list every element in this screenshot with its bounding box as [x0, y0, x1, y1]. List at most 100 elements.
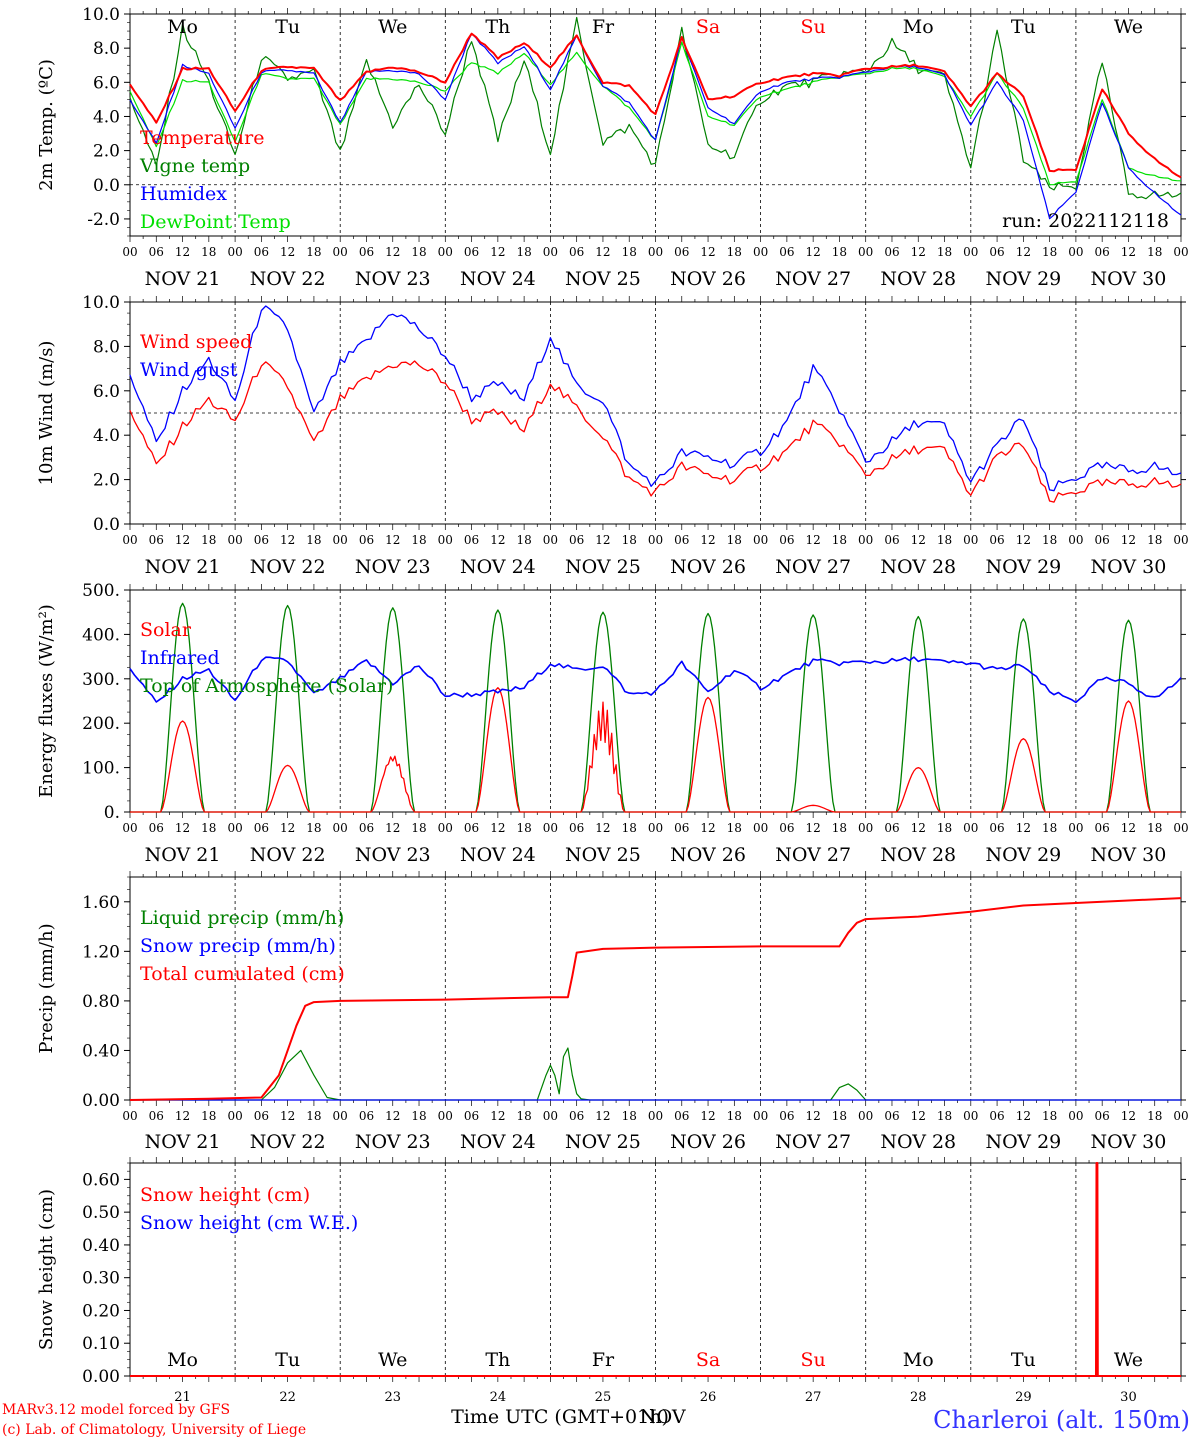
hour-tick-label: 06	[674, 821, 689, 835]
date-label: NOV 30	[1091, 844, 1167, 866]
hour-tick-label: 06	[779, 821, 794, 835]
date-label: NOV 21	[145, 1131, 221, 1153]
legend-entry: Liquid precip (mm/h)	[140, 907, 344, 929]
hour-tick-label: 12	[911, 533, 926, 547]
y-axis-title: Precip (mm/h)	[36, 923, 57, 1053]
date-label: NOV 26	[670, 556, 746, 578]
hour-tick-label: 18	[1147, 1109, 1162, 1123]
y-tick-label: 10.0	[82, 5, 120, 25]
hour-tick-label: 12	[1121, 821, 1136, 835]
hour-tick-label: 06	[674, 1109, 689, 1123]
hour-tick-label: 00	[858, 245, 873, 259]
hour-tick-label: 18	[306, 1109, 321, 1123]
hour-tick-label: 06	[674, 533, 689, 547]
hour-tick-label: 00	[438, 533, 453, 547]
y-tick-label: 0.60	[82, 1170, 120, 1190]
hour-tick-label: 12	[385, 245, 400, 259]
hour-tick-label: 12	[1016, 533, 1031, 547]
date-label: NOV 23	[355, 556, 431, 578]
hour-tick-label: 12	[280, 245, 295, 259]
hour-tick-label: 18	[727, 533, 742, 547]
date-label: NOV 24	[460, 268, 536, 290]
date-label: NOV 27	[775, 844, 851, 866]
hour-tick-label: 18	[1042, 533, 1057, 547]
y-axis-title: 2m Temp. (ºC)	[36, 59, 57, 191]
series-line	[129, 656, 1182, 704]
hour-tick-label: 00	[1173, 245, 1188, 259]
y-tick-label: 6.0	[93, 73, 120, 93]
hour-tick-label: 00	[227, 245, 242, 259]
hour-tick-label: 18	[1147, 533, 1162, 547]
legend-entry: Total cumulated (cm)	[140, 963, 345, 985]
hour-tick-label: 00	[648, 533, 663, 547]
y-tick-label: 6.0	[93, 382, 120, 402]
hour-tick-label: 12	[1121, 1109, 1136, 1123]
legend-entry: Snow height (cm)	[140, 1184, 310, 1206]
day-label: We	[1114, 16, 1143, 38]
day-label: Tu	[275, 1349, 300, 1371]
hour-tick-label: 18	[832, 821, 847, 835]
wind-panel: 0.0 2.0 4.0 6.0 8.0 10.0 10m Wind (m/s) Wind sp…	[36, 293, 1189, 578]
date-label: 26	[700, 1390, 717, 1405]
hour-tick-label: 00	[333, 245, 348, 259]
y-tick-label: 0.30	[82, 1269, 120, 1289]
date-label: NOV 23	[355, 1131, 431, 1153]
hour-tick-label: 18	[727, 245, 742, 259]
date-label: NOV 29	[985, 1131, 1061, 1153]
day-label: Mo	[167, 16, 198, 38]
hour-tick-label: 12	[911, 1109, 926, 1123]
y-axis-title: 10m Wind (m/s)	[36, 341, 57, 486]
series-line	[129, 897, 1182, 1101]
hour-tick-label: 12	[700, 533, 715, 547]
hour-tick-label: 00	[648, 1109, 663, 1123]
hour-tick-label: 06	[569, 821, 584, 835]
hour-tick-label: 12	[385, 821, 400, 835]
hour-tick-label: 00	[122, 533, 137, 547]
date-label: NOV 21	[145, 844, 221, 866]
precip-panel: 0.00 0.40 0.80 1.20 1.60 Precip (mm/h) Liquid …	[36, 871, 1189, 1153]
hour-tick-label: 06	[779, 533, 794, 547]
energy-panel: 0. 100. 200. 300. 400. 500. Energy fluxes (W/m…	[36, 581, 1189, 866]
hour-tick-label: 12	[700, 1109, 715, 1123]
hour-tick-label: 12	[806, 533, 821, 547]
legend-entry: Snow height (cm W.E.)	[140, 1212, 358, 1234]
hour-tick-label: 00	[122, 821, 137, 835]
hour-tick-label: 00	[1173, 533, 1188, 547]
x-axis-title: Time UTC (GMT+01h)	[451, 1406, 669, 1428]
date-label: 25	[595, 1390, 612, 1405]
date-label: NOV 25	[565, 1131, 641, 1153]
hour-tick-label: 06	[989, 533, 1004, 547]
hour-tick-label: 18	[937, 1109, 952, 1123]
hour-tick-label: 18	[411, 245, 426, 259]
hour-tick-label: 00	[543, 821, 558, 835]
hour-tick-label: 18	[727, 821, 742, 835]
date-label: NOV 24	[460, 556, 536, 578]
hour-tick-label: 12	[806, 245, 821, 259]
date-label: NOV 25	[565, 556, 641, 578]
hour-tick-label: 06	[884, 1109, 899, 1123]
date-label: NOV 24	[460, 844, 536, 866]
hour-tick-label: 06	[989, 821, 1004, 835]
hour-tick-label: 12	[280, 1109, 295, 1123]
hour-tick-label: 06	[884, 245, 899, 259]
hour-tick-label: 18	[1042, 245, 1057, 259]
y-tick-label: 400.	[82, 625, 120, 645]
y-tick-label: 0.00	[82, 1367, 120, 1387]
hour-tick-label: 00	[753, 1109, 768, 1123]
hour-tick-label: 06	[779, 245, 794, 259]
hour-tick-label: 12	[385, 533, 400, 547]
hour-tick-label: 06	[464, 533, 479, 547]
date-label: 28	[910, 1390, 927, 1405]
y-tick-label: 0.20	[82, 1301, 120, 1321]
hour-tick-label: 18	[727, 1109, 742, 1123]
hour-tick-label: 06	[674, 245, 689, 259]
date-label: NOV 29	[985, 268, 1061, 290]
date-label: 27	[805, 1390, 822, 1405]
legend-entry: Temperature	[140, 127, 264, 149]
hour-tick-label: 06	[254, 1109, 269, 1123]
hour-tick-label: 06	[1095, 821, 1110, 835]
hour-tick-label: 18	[306, 245, 321, 259]
series-line	[129, 305, 1182, 492]
hour-tick-label: 00	[122, 245, 137, 259]
y-tick-label: 0.50	[82, 1203, 120, 1223]
